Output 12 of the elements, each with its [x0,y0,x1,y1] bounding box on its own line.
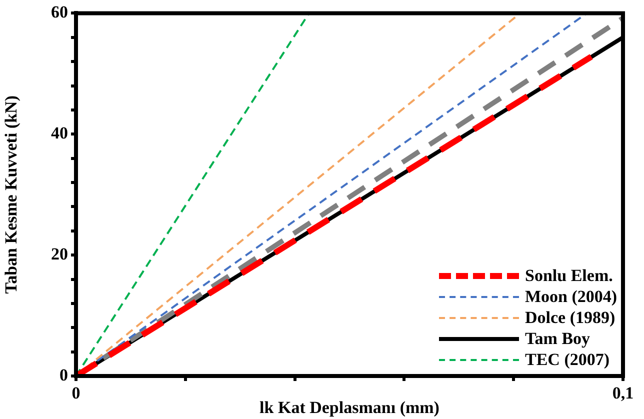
x-axis-title: lk Kat Deplasmanı (mm) [260,398,440,418]
x-tick-label: 0,1 [612,384,634,403]
y-tick-label: 0 [60,365,68,384]
legend-label: Dolce (1989) [525,308,616,328]
legend-label: Tam Boy [525,328,590,348]
y-tick-label: 20 [51,244,68,264]
y-tick-label: 60 [51,2,68,22]
legend-label: TEC (2007) [525,350,610,370]
legend-label: Moon (2004) [525,286,618,306]
y-tick-label: 40 [51,124,68,143]
y-axis-title: Taban Kesme Kuvveti (kN) [2,96,21,294]
legend-label: Sonlu Elem. [525,266,613,286]
